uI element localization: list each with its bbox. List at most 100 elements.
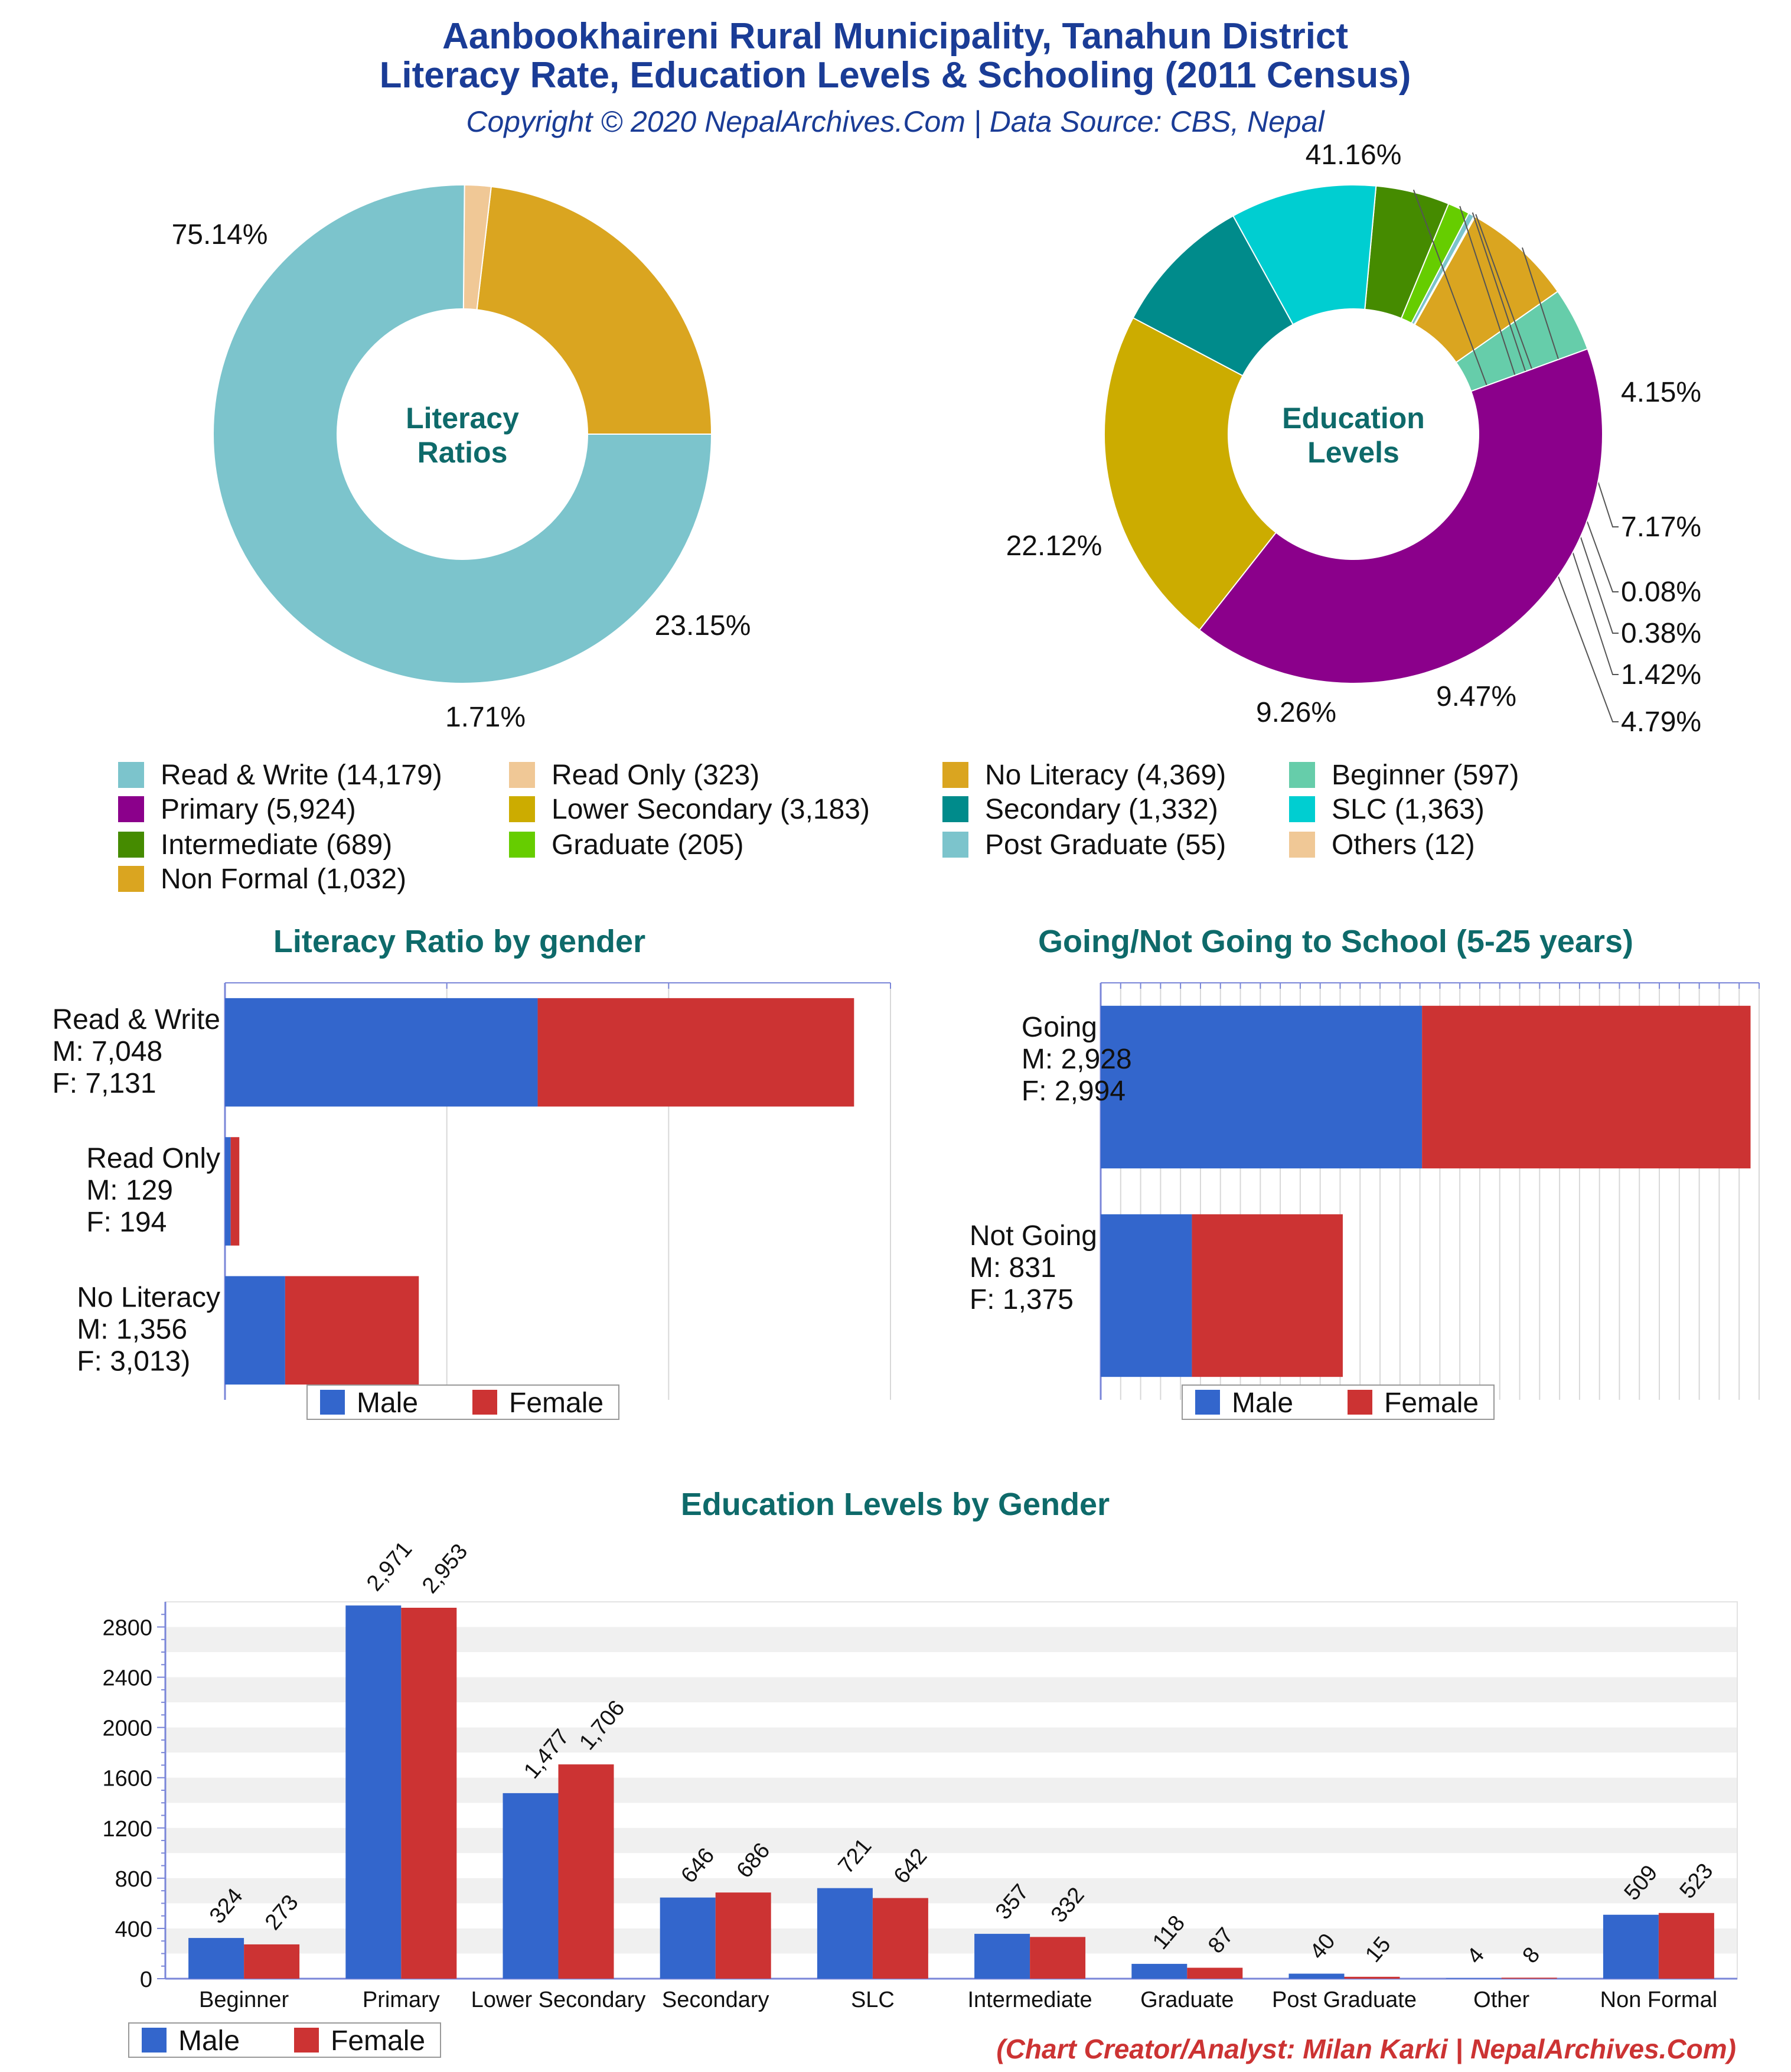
donut-slice-read-write	[213, 184, 713, 684]
donut-slice-lower-secondary	[1104, 317, 1277, 631]
male-count-label: M: 7,048	[52, 1036, 162, 1067]
bar-female	[1030, 1937, 1086, 1979]
bar-female	[244, 1944, 300, 1979]
x-category-label: Other	[1473, 1988, 1529, 2012]
credit-line: (Chart Creator/Analyst: Milan Karki | Ne…	[996, 2034, 1736, 2064]
donut-slice-no-literacy	[476, 185, 713, 435]
main-title-line1: Aanbookhaireni Rural Municipality, Tanah…	[442, 16, 1348, 57]
slice-pct-label: 4.15%	[1621, 377, 1701, 408]
chart-legend-box	[306, 1384, 619, 1420]
female-count-label: F: 7,131	[52, 1068, 156, 1099]
slice-pct-label: 9.47%	[1436, 681, 1516, 712]
slice-pct-label: 4.79%	[1621, 706, 1701, 738]
bar-value-label: 2,953	[417, 1539, 472, 1598]
bar-male	[1288, 1973, 1345, 1979]
bar-male	[1101, 1214, 1192, 1377]
legend-swatch	[509, 796, 535, 822]
bar-female	[558, 1764, 614, 1979]
leader-line	[1459, 206, 1619, 675]
schooling-chart-title: Going/Not Going to School (5-25 years)	[1038, 924, 1633, 959]
legend-label: Intermediate (689)	[161, 829, 392, 861]
slice-pct-label: 41.16%	[1306, 139, 1402, 171]
y-tick-label: 800	[115, 1867, 152, 1892]
category-label: No Literacy	[77, 1282, 220, 1314]
donut-slice-primary	[1198, 348, 1603, 684]
bar-female	[1192, 1214, 1343, 1377]
slice-pct-label: 1.71%	[445, 702, 526, 733]
male-count-label: M: 2,928	[1022, 1044, 1132, 1075]
legend-label: No Literacy (4,369)	[985, 760, 1226, 791]
legend-swatch	[942, 762, 968, 788]
legend-label: Beginner (597)	[1332, 760, 1519, 791]
female-count-label: F: 194	[86, 1207, 167, 1238]
category-label: Not Going	[970, 1220, 1097, 1252]
bar-female	[1187, 1967, 1243, 1979]
bar-female	[1344, 1976, 1400, 1979]
bar-female	[537, 998, 854, 1107]
legend-label-female: Female	[509, 1387, 603, 1419]
bar-male	[1101, 1005, 1423, 1169]
y-tick-label: 2400	[102, 1666, 152, 1691]
donut-center-label: Literacy	[406, 402, 519, 435]
x-category-label: Non Formal	[1600, 1988, 1718, 2012]
legend-label: Secondary (1,332)	[985, 794, 1218, 825]
female-count-label: F: 2,994	[1022, 1076, 1126, 1107]
bar-male	[503, 1793, 559, 1979]
bar-male	[225, 998, 538, 1107]
bar-male	[974, 1934, 1030, 1979]
slice-pct-label: 7.17%	[1621, 512, 1701, 543]
y-tick-label: 1200	[102, 1817, 152, 1842]
legend-label-female: Female	[1384, 1387, 1479, 1419]
slice-pct-label: 1.42%	[1621, 659, 1701, 690]
bar-male	[1131, 1963, 1188, 1979]
x-category-label: Post Graduate	[1272, 1988, 1417, 2012]
bar-value-label: 2,971	[362, 1537, 417, 1596]
education-gender-chart-title: Education Levels by Gender	[681, 1487, 1110, 1522]
bar-male	[225, 1276, 285, 1385]
slice-pct-label: 22.12%	[1006, 530, 1102, 562]
x-category-label: Beginner	[199, 1988, 289, 2012]
y-tick-label: 2000	[102, 1716, 152, 1741]
bar-female	[1658, 1913, 1714, 1979]
legend-label-male: Male	[357, 1387, 418, 1419]
donut-legend: Read & Write (14,179) Read Only (323) No L…	[118, 760, 1519, 895]
slice-pct-label: 75.14%	[172, 219, 268, 250]
legend-label: Read & Write (14,179)	[161, 760, 442, 791]
y-tick-label: 0	[140, 1967, 152, 1992]
male-count-label: M: 1,356	[77, 1314, 187, 1346]
x-category-label: Secondary	[662, 1988, 769, 2012]
legend-swatch-female	[472, 1390, 497, 1415]
chart-legend-box	[128, 2022, 441, 2058]
legend-swatch	[1289, 762, 1315, 788]
x-category-label: Graduate	[1140, 1988, 1234, 2012]
female-count-label: F: 1,375	[970, 1284, 1074, 1315]
slice-pct-label: 0.08%	[1621, 576, 1701, 608]
male-count-label: M: 831	[970, 1252, 1056, 1283]
y-tick-label: 2800	[102, 1616, 152, 1641]
legend-swatch-female	[294, 2028, 319, 2053]
legend-swatch	[118, 762, 144, 788]
bar-female	[285, 1276, 419, 1385]
legend-swatch-female	[1348, 1390, 1372, 1415]
donut-center-label: Levels	[1307, 436, 1399, 469]
x-category-label: Lower Secondary	[471, 1988, 646, 2012]
legend-swatch-male	[1195, 1390, 1220, 1415]
chart-legend-box	[1182, 1384, 1495, 1420]
bar-female	[1501, 1977, 1557, 1979]
legend-swatch-male	[142, 2028, 167, 2053]
legend-label-female: Female	[331, 2025, 425, 2057]
legend-swatch-male	[320, 1390, 345, 1415]
legend-swatch	[118, 796, 144, 822]
legend-label: SLC (1,363)	[1332, 794, 1485, 825]
bar-female	[401, 1607, 457, 1979]
legend-swatch	[942, 832, 968, 858]
legend-swatch	[509, 832, 535, 858]
bar-male	[225, 1137, 231, 1246]
bar-male	[660, 1897, 716, 1979]
leader-line	[1472, 212, 1619, 634]
bar-female	[1422, 1005, 1751, 1169]
category-label: Read & Write	[52, 1004, 220, 1035]
